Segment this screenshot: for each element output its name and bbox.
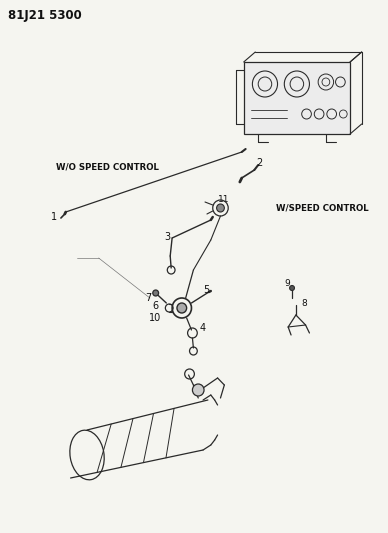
Text: 6: 6 bbox=[153, 301, 159, 311]
Text: 8: 8 bbox=[302, 298, 307, 308]
Text: 5: 5 bbox=[203, 285, 209, 295]
Text: 9: 9 bbox=[284, 279, 290, 287]
Text: 7: 7 bbox=[145, 293, 151, 303]
Text: W/O SPEED CONTROL: W/O SPEED CONTROL bbox=[56, 163, 159, 172]
Circle shape bbox=[289, 286, 294, 290]
Text: 1: 1 bbox=[51, 212, 57, 222]
Circle shape bbox=[153, 290, 159, 296]
Text: 4: 4 bbox=[199, 323, 205, 333]
Circle shape bbox=[217, 204, 224, 212]
Text: W/SPEED CONTROL: W/SPEED CONTROL bbox=[275, 204, 368, 213]
Circle shape bbox=[177, 303, 187, 313]
Text: 11: 11 bbox=[218, 195, 229, 204]
Text: 81J21 5300: 81J21 5300 bbox=[8, 10, 81, 22]
Circle shape bbox=[192, 384, 204, 396]
Text: 3: 3 bbox=[165, 232, 170, 242]
Bar bbox=[244, 62, 350, 134]
Text: 2: 2 bbox=[256, 158, 263, 168]
Text: 10: 10 bbox=[149, 313, 161, 323]
